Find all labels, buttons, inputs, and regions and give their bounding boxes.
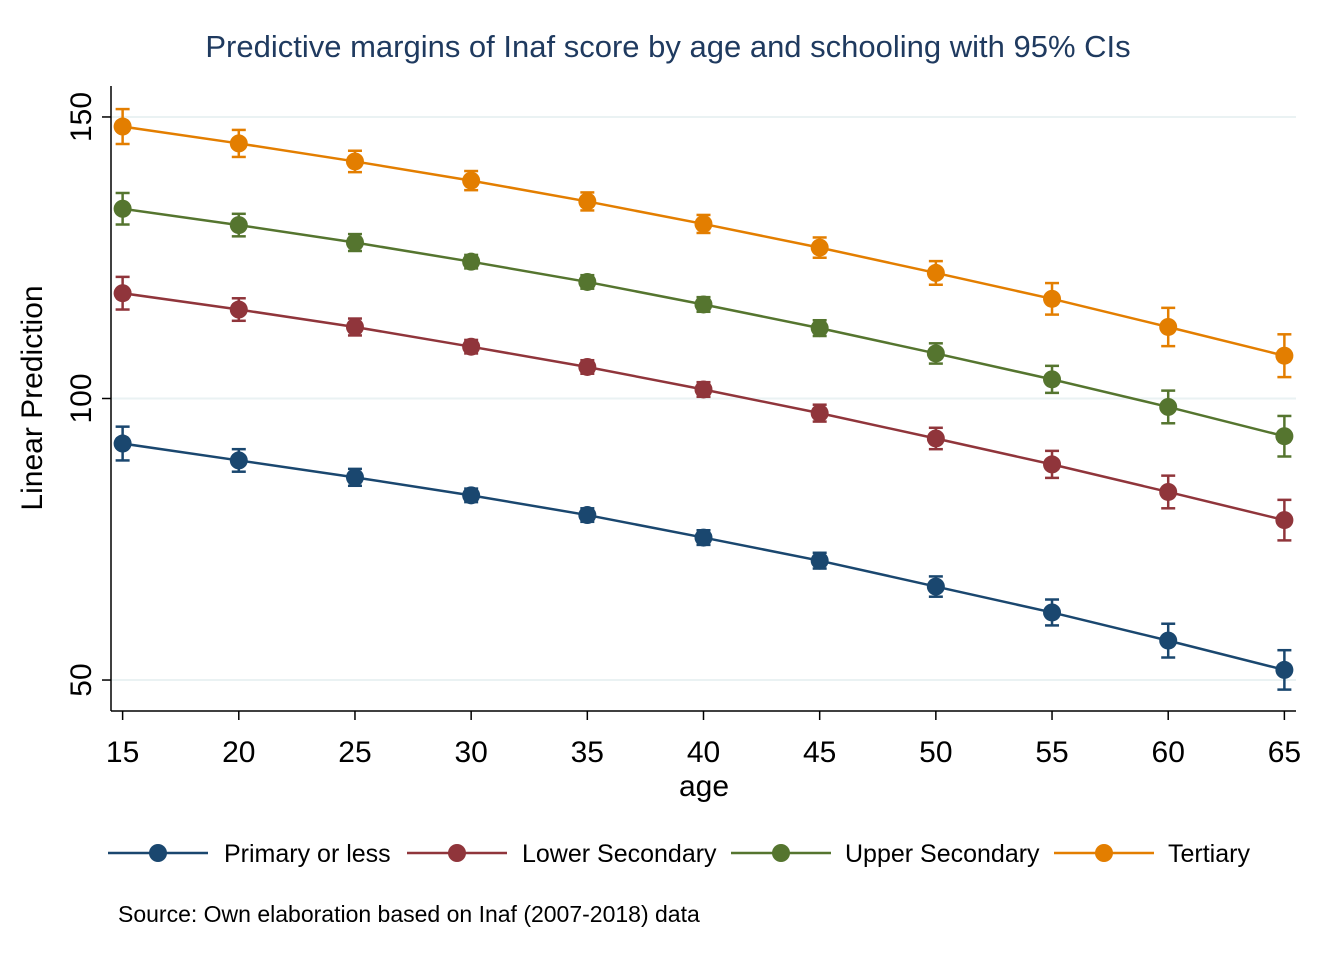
data-point [229,451,248,470]
legend-label: Primary or less [224,840,391,868]
data-point [229,300,248,319]
x-tick-label: 45 [803,736,836,769]
x-tick-label: 20 [222,736,255,769]
data-point [578,357,597,376]
data-point [926,263,945,282]
x-tick-label: 15 [106,736,139,769]
legend-marker [772,844,790,862]
data-point [810,319,829,338]
data-point [810,551,829,570]
data-point [694,295,713,314]
data-point [345,152,364,171]
data-point [462,171,481,190]
data-point [926,429,945,448]
series-0 [113,425,1294,691]
data-point [113,284,132,303]
data-point [113,434,132,453]
data-point [1159,482,1178,501]
data-point [462,486,481,505]
legend: Primary or less Lower Secondary Upper Seco… [108,840,1250,868]
series [113,107,1294,691]
data-point [345,317,364,336]
data-point [810,404,829,423]
legend-item-1: Lower Secondary [407,840,717,868]
data-point [694,380,713,399]
data-point [1159,397,1178,416]
data-point [1043,370,1062,389]
y-ticks: 50 100 150 [65,92,111,697]
x-tick-label: 60 [1152,736,1185,769]
data-point [1043,603,1062,622]
y-tick-label: 50 [65,663,98,696]
x-tick-label: 55 [1035,736,1068,769]
y-tick-label: 100 [65,373,98,423]
data-point [229,134,248,153]
legend-label: Tertiary [1168,840,1250,868]
x-tick-label: 30 [454,736,487,769]
data-point [1043,455,1062,474]
data-point [345,233,364,252]
x-tick-label: 65 [1268,736,1301,769]
x-tick-label: 50 [919,736,952,769]
data-point [1043,289,1062,308]
legend-item-0: Primary or less [108,840,391,868]
data-point [578,506,597,525]
legend-label: Upper Secondary [845,840,1040,868]
grid-lines [111,115,1296,682]
series-1 [113,275,1294,542]
data-point [694,528,713,547]
data-point [1275,511,1294,530]
data-point [694,214,713,233]
data-point [1275,427,1294,446]
data-point [113,117,132,136]
x-tick-label: 35 [571,736,604,769]
legend-marker [1095,844,1113,862]
legend-item-2: Upper Secondary [731,840,1040,868]
series-3 [113,107,1294,379]
source-note: Source: Own elaboration based on Inaf (2… [118,901,700,927]
x-axis-label: age [679,770,729,803]
data-point [578,272,597,291]
data-point [462,252,481,271]
data-point [229,216,248,235]
data-point [578,192,597,211]
data-point [926,577,945,596]
x-tick-label: 25 [338,736,371,769]
data-point [1159,631,1178,650]
legend-label: Lower Secondary [522,840,717,868]
x-tick-label: 40 [687,736,720,769]
y-tick-label: 150 [65,92,98,142]
chart-title: Predictive margins of Inaf score by age … [205,29,1130,64]
data-point [113,199,132,218]
data-point [1159,317,1178,336]
x-ticks: 15 20 25 30 35 40 45 50 55 60 65 [106,711,1301,769]
data-point [462,337,481,356]
legend-item-3: Tertiary [1054,840,1250,868]
data-point [345,468,364,487]
y-axis-label: Linear Prediction [16,285,49,510]
data-point [810,238,829,257]
data-point [1275,346,1294,365]
series-2 [113,191,1294,458]
legend-marker [448,844,466,862]
data-point [1275,660,1294,679]
legend-marker [149,844,167,862]
data-point [926,344,945,363]
